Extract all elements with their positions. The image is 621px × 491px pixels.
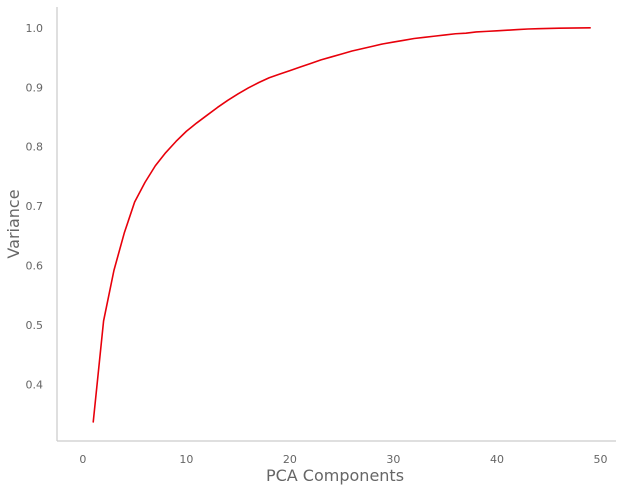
series-layer <box>92 27 591 423</box>
x-tick-labels: 0 10 20 30 40 50 <box>79 453 607 466</box>
variance-line <box>92 27 591 423</box>
x-tick-label: 20 <box>283 453 297 466</box>
y-tick-label: 0.8 <box>26 141 44 154</box>
axes-spines <box>56 7 616 442</box>
x-axis-label: PCA Components <box>266 466 404 485</box>
x-tick-label: 40 <box>490 453 504 466</box>
y-axis-label: Variance <box>4 189 23 258</box>
x-tick-label: 0 <box>79 453 86 466</box>
y-tick-label: 1.0 <box>26 22 44 35</box>
y-tick-label: 0.7 <box>26 200 44 213</box>
y-tick-label: 0.6 <box>26 260 44 273</box>
x-tick-label: 10 <box>179 453 193 466</box>
x-tick-label: 30 <box>386 453 400 466</box>
x-tick-label: 50 <box>593 453 607 466</box>
y-tick-label: 0.5 <box>26 319 44 332</box>
y-tick-label: 0.4 <box>26 379 44 392</box>
y-tick-label: 0.9 <box>26 81 44 94</box>
y-tick-labels: 0.4 0.5 0.6 0.7 0.8 0.9 1.0 <box>26 22 44 392</box>
